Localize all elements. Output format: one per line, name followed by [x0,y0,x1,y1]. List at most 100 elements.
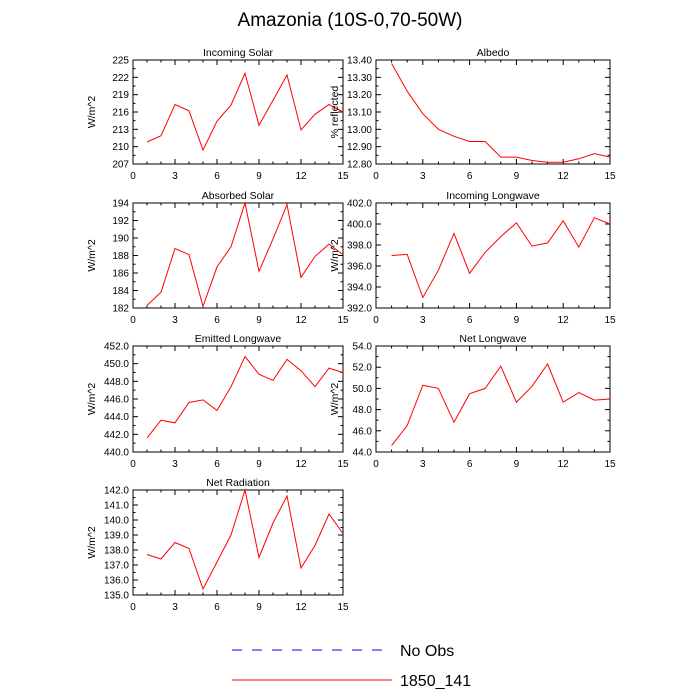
x-tick-label: 3 [172,171,178,182]
x-tick-label: 6 [467,315,473,326]
x-tick-label: 12 [295,602,307,613]
plot-frame [375,345,611,453]
y-tick-label: 52.0 [353,363,373,374]
x-tick-label: 12 [558,459,570,470]
series-line [391,63,611,163]
plot-frame [375,202,611,309]
y-tick-label: 392.0 [347,304,372,315]
y-tick-label: 216 [112,108,129,119]
panel-title: Absorbed Solar [202,190,275,202]
x-tick-label: 6 [214,459,220,470]
series-line [146,488,344,591]
x-tick-label: 15 [337,602,349,613]
y-tick-label: 450.0 [104,359,129,370]
x-tick-label: 0 [130,171,136,182]
x-tick-label: 3 [172,602,178,613]
series-line [391,362,611,446]
y-tick-label: 440.0 [104,448,129,459]
y-axis-label: W/m^2 [86,239,98,272]
y-tick-label: 141.0 [104,501,129,512]
x-tick-label: 0 [373,459,379,470]
plot-frame [132,345,344,453]
y-tick-label: 446.0 [104,395,129,406]
legend-label-0: No Obs [400,643,454,660]
panel-title: Incoming Longwave [446,190,540,202]
y-tick-label: 442.0 [104,430,129,441]
y-axis-label: W/m^2 [86,96,98,129]
y-tick-label: 54.0 [353,342,373,353]
y-axis-label: W/m^2 [86,383,98,416]
y-tick-label: 13.10 [347,108,372,119]
x-tick-label: 15 [604,315,616,326]
plot-frame [132,59,344,165]
panel-5: Net Longwave W/m^2 0 3 6 9 12 15 44.0 46.0 48.0 50.… [329,333,616,470]
x-tick-label: 0 [373,171,379,182]
y-tick-label: 142.0 [104,486,129,497]
y-tick-label: 13.00 [347,125,372,136]
y-tick-label: 46.0 [353,426,373,437]
x-tick-label: 9 [256,459,262,470]
y-tick-label: 182 [112,304,129,315]
panel-title: Albedo [477,47,510,59]
x-tick-label: 9 [256,602,262,613]
x-tick-label: 3 [172,315,178,326]
y-tick-label: 136.0 [104,576,129,587]
series-line [146,201,344,308]
x-tick-label: 15 [337,315,349,326]
x-tick-label: 15 [337,459,349,470]
x-tick-label: 6 [467,171,473,182]
y-axis-label: W/m^2 [329,239,341,272]
x-tick-label: 9 [514,459,520,470]
y-tick-label: 140.0 [104,516,129,527]
x-tick-label: 15 [604,459,616,470]
series-line [146,71,344,152]
x-tick-label: 12 [558,171,570,182]
y-tick-label: 210 [112,142,129,153]
y-tick-label: 398.0 [347,241,372,252]
y-tick-label: 190 [112,234,129,245]
y-axis-label: W/m^2 [86,526,98,559]
series-line [146,355,344,439]
x-tick-label: 15 [337,171,349,182]
y-tick-label: 219 [112,90,129,101]
y-tick-label: 444.0 [104,412,129,423]
y-tick-label: 135.0 [104,591,129,602]
y-tick-label: 402.0 [347,199,372,210]
y-axis-label: W/m^2 [329,383,341,416]
panel-title: Net Longwave [459,333,526,345]
y-tick-label: 48.0 [353,405,373,416]
y-tick-label: 50.0 [353,384,373,395]
y-tick-label: 13.30 [347,73,372,84]
x-tick-label: 9 [514,315,520,326]
y-axis-label: % reflected [329,86,341,139]
x-tick-label: 6 [214,171,220,182]
y-tick-label: 194 [112,199,129,210]
panel-0: Incoming Solar W/m^2 0 3 6 9 12 15 207 210 213 216 2… [86,47,349,182]
plot-frame [375,59,611,165]
y-tick-label: 188 [112,251,129,262]
panel-title: Incoming Solar [203,47,274,59]
x-tick-label: 6 [214,315,220,326]
x-tick-label: 15 [604,171,616,182]
x-tick-label: 9 [514,171,520,182]
x-tick-label: 0 [130,315,136,326]
x-tick-label: 12 [558,315,570,326]
y-tick-label: 139.0 [104,531,129,542]
panel-4: Emitted Longwave W/m^2 0 3 6 9 12 15 440.0 442.0 4… [86,333,349,470]
y-tick-label: 207 [112,160,129,171]
y-tick-label: 225 [112,56,129,67]
x-tick-label: 9 [256,315,262,326]
y-tick-label: 184 [112,286,129,297]
panel-title: Emitted Longwave [195,333,282,345]
y-tick-label: 186 [112,269,129,280]
y-tick-label: 396.0 [347,262,372,273]
x-tick-label: 6 [214,602,220,613]
y-tick-label: 13.40 [347,56,372,67]
x-tick-label: 12 [295,315,307,326]
y-tick-label: 12.90 [347,142,372,153]
y-tick-label: 400.0 [347,220,372,231]
panel-6: Net Radiation W/m^2 0 3 6 9 12 15 135.0 136.0 137.… [86,477,349,613]
x-tick-label: 12 [295,171,307,182]
